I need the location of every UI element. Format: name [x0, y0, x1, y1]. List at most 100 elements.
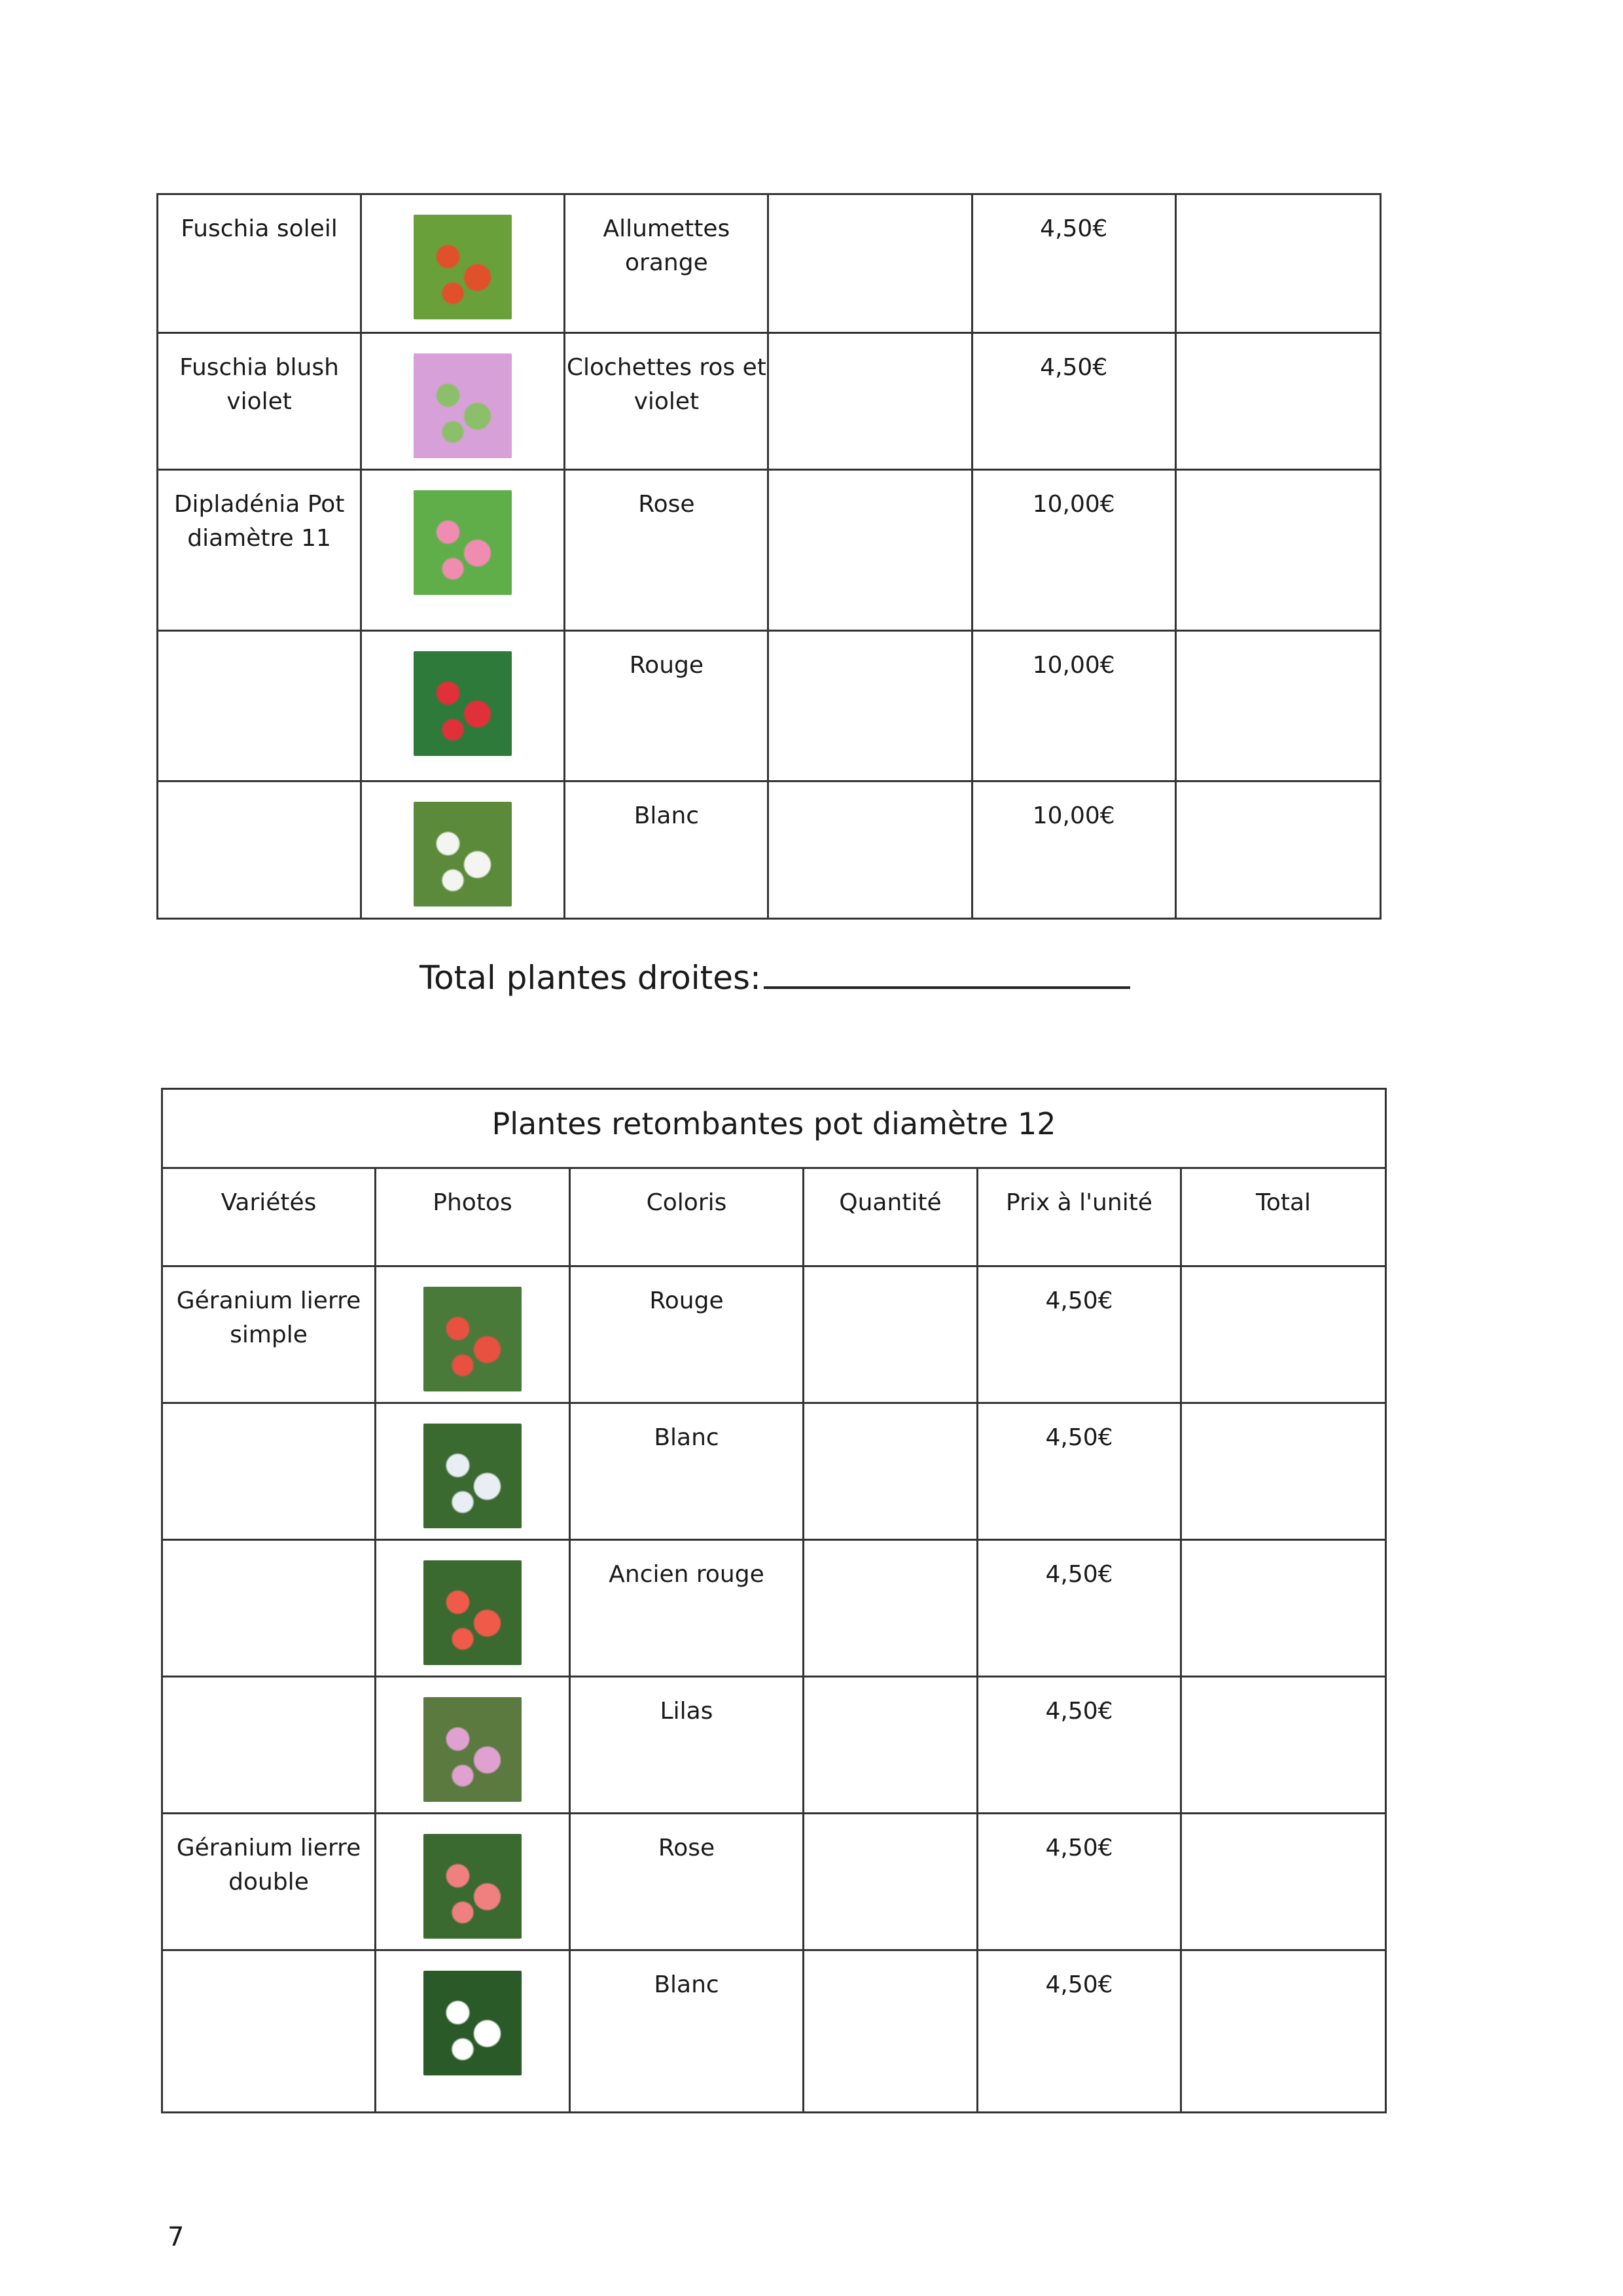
unit-price-cell: 4,50€	[976, 1402, 1182, 1541]
quantity-cell[interactable]	[767, 469, 973, 632]
total-cell[interactable]	[1179, 1402, 1387, 1541]
table-row: Ancien rouge 4,50€	[161, 1539, 1387, 1677]
photo-cell	[374, 1402, 571, 1541]
photo-cell	[360, 332, 566, 471]
unit-price-cell: 4,50€	[976, 1949, 1182, 2113]
photo-cell	[360, 780, 566, 920]
table-title: Plantes retombantes pot diamètre 12	[160, 1088, 1387, 1169]
total-upright-plants: Total plantes droites:	[419, 959, 1130, 997]
variety-cell: Géranium lierre double	[161, 1812, 376, 1951]
colors-cell: Rouge	[563, 630, 770, 782]
photo-cell	[374, 1539, 571, 1677]
header-photos: Photos	[374, 1167, 571, 1267]
variety-cell	[161, 1402, 376, 1541]
variety-cell: Fuschia soleil	[156, 193, 363, 334]
table-row: Géranium lierre simple Rouge 4,50€	[161, 1265, 1387, 1404]
colors-cell: Rose	[569, 1812, 804, 1951]
quantity-cell[interactable]	[802, 1812, 978, 1951]
photo-cell	[360, 193, 566, 334]
colors-cell: Blanc	[563, 780, 770, 920]
variety-cell	[156, 780, 363, 920]
header-total: Total	[1179, 1167, 1387, 1267]
total-blank-line[interactable]	[763, 960, 1130, 989]
total-cell[interactable]	[1174, 780, 1382, 920]
header-unit-price: Prix à l'unité	[976, 1167, 1182, 1267]
table-row: Blanc 4,50€	[161, 1949, 1387, 2113]
unit-price-cell: 4,50€	[971, 193, 1177, 334]
quantity-cell[interactable]	[802, 1265, 978, 1404]
variety-cell: Dipladénia Pot diamètre 11	[156, 469, 363, 632]
table-row: Fuschia soleil Allumettes orange 4,50€	[156, 193, 1382, 334]
photo-cell	[374, 1265, 571, 1404]
trailing-plants-table: Plantes retombantes pot diamètre 12 Vari…	[160, 1088, 1387, 2113]
table-row: Géranium lierre double Rose 4,50€	[161, 1812, 1387, 1951]
quantity-cell[interactable]	[767, 193, 973, 334]
unit-price-cell: 4,50€	[976, 1539, 1182, 1677]
unit-price-cell: 4,50€	[976, 1676, 1182, 1814]
variety-cell	[161, 1539, 376, 1677]
variety-cell: Géranium lierre simple	[161, 1265, 376, 1404]
unit-price-cell: 4,50€	[976, 1265, 1182, 1404]
geranium-red-photo	[423, 1287, 522, 1391]
fuchsia-orange-photo	[414, 215, 512, 319]
upright-plants-table: Fuschia soleil Allumettes orange 4,50€ Fusc…	[156, 193, 1382, 920]
total-cell[interactable]	[1179, 1812, 1387, 1951]
geranium-double-pink-photo	[423, 1834, 522, 1939]
variety-cell	[161, 1676, 376, 1814]
geranium-old-red-photo	[423, 1560, 522, 1665]
total-label: Total plantes droites:	[419, 959, 761, 997]
unit-price-cell: 10,00€	[971, 780, 1177, 920]
total-cell[interactable]	[1174, 630, 1382, 782]
quantity-cell[interactable]	[802, 1539, 978, 1677]
fuchsia-pink-photo	[414, 353, 512, 458]
table-row: Rouge 10,00€	[156, 630, 1382, 782]
total-cell[interactable]	[1179, 1539, 1387, 1677]
unit-price-cell: 4,50€	[971, 332, 1177, 471]
photo-cell	[374, 1812, 571, 1951]
header-varieties: Variétés	[161, 1167, 376, 1267]
quantity-cell[interactable]	[767, 630, 973, 782]
quantity-cell[interactable]	[802, 1402, 978, 1541]
colors-cell: Allumettes orange	[563, 193, 770, 334]
dipladenia-white-photo	[414, 802, 512, 906]
dipladenia-pink-photo	[414, 490, 512, 595]
unit-price-cell: 10,00€	[971, 469, 1177, 632]
photo-cell	[374, 1949, 571, 2113]
geranium-double-white-photo	[423, 1971, 522, 2075]
unit-price-cell: 4,50€	[976, 1812, 1182, 1951]
variety-cell	[161, 1949, 376, 2113]
colors-cell: Blanc	[569, 1402, 804, 1541]
variety-cell: Fuschia blush violet	[156, 332, 363, 471]
table-row: Fuschia blush violet Clochettes ros et vi…	[156, 332, 1382, 471]
table-row: Blanc 4,50€	[161, 1402, 1387, 1541]
geranium-white-photo	[423, 1424, 522, 1528]
table-row: Blanc 10,00€	[156, 780, 1382, 920]
quantity-cell[interactable]	[767, 332, 973, 471]
colors-cell: Rouge	[569, 1265, 804, 1404]
page-number: 7	[168, 2222, 185, 2252]
total-cell[interactable]	[1174, 332, 1382, 471]
table-row: Lilas 4,50€	[161, 1676, 1387, 1814]
unit-price-cell: 10,00€	[971, 630, 1177, 782]
quantity-cell[interactable]	[802, 1676, 978, 1814]
total-cell[interactable]	[1179, 1265, 1387, 1404]
photo-cell	[360, 630, 566, 782]
total-cell[interactable]	[1179, 1676, 1387, 1814]
quantity-cell[interactable]	[802, 1949, 978, 2113]
dipladenia-red-photo	[414, 651, 512, 756]
colors-cell: Lilas	[569, 1676, 804, 1814]
geranium-lilac-photo	[423, 1697, 522, 1802]
variety-cell	[156, 630, 363, 782]
total-cell[interactable]	[1174, 193, 1382, 334]
colors-cell: Rose	[563, 469, 770, 632]
table-row: Dipladénia Pot diamètre 11 Rose 10,00€	[156, 469, 1382, 632]
quantity-cell[interactable]	[767, 780, 973, 920]
header-quantity: Quantité	[802, 1167, 978, 1267]
colors-cell: Ancien rouge	[569, 1539, 804, 1677]
photo-cell	[374, 1676, 571, 1814]
total-cell[interactable]	[1179, 1949, 1387, 2113]
header-colors: Coloris	[569, 1167, 804, 1267]
colors-cell: Clochettes ros et violet	[563, 332, 770, 471]
total-cell[interactable]	[1174, 469, 1382, 632]
colors-cell: Blanc	[569, 1949, 804, 2113]
